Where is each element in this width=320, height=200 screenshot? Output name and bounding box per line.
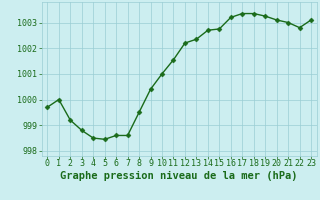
X-axis label: Graphe pression niveau de la mer (hPa): Graphe pression niveau de la mer (hPa) (60, 171, 298, 181)
